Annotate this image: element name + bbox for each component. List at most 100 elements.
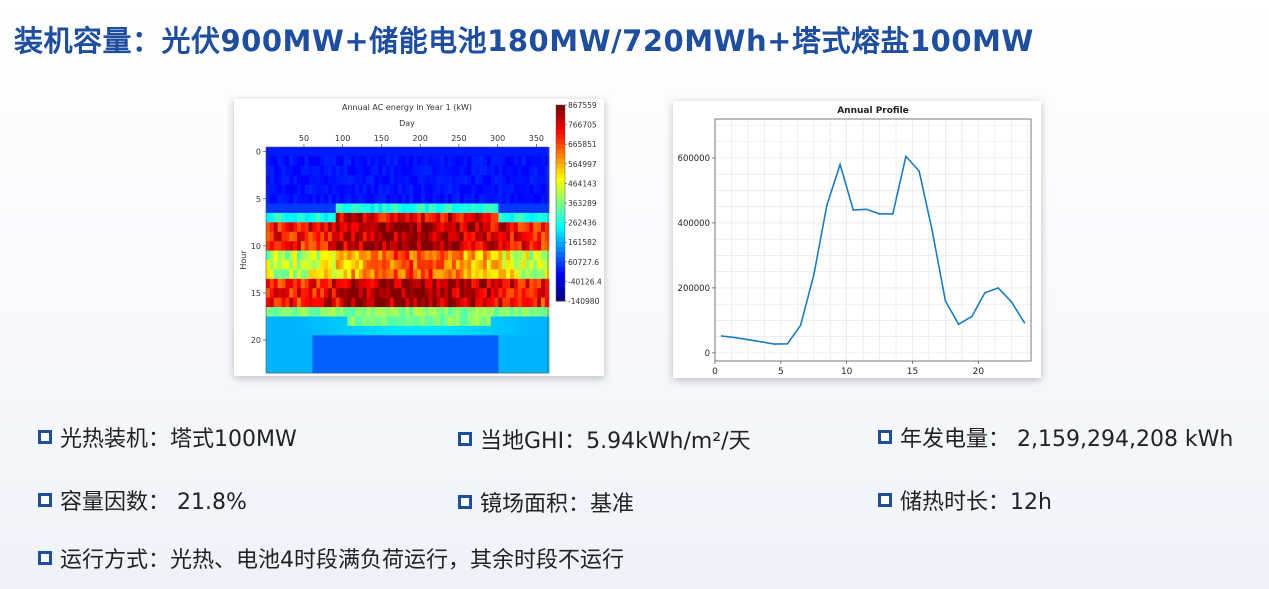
heatmap-cell bbox=[316, 260, 321, 270]
heatmap-cell bbox=[335, 335, 341, 346]
heatmap-cell bbox=[510, 194, 515, 204]
heatmap-cell bbox=[533, 212, 538, 223]
heatmap-cell bbox=[428, 354, 434, 364]
heatmap-cell bbox=[382, 316, 387, 327]
heatmap-cell bbox=[490, 325, 496, 336]
heatmap-cell bbox=[428, 325, 434, 336]
info-csp: 光热装机：塔式100MW bbox=[38, 421, 297, 453]
heatmap-cell bbox=[544, 344, 550, 355]
heatmap-colorbar-band bbox=[556, 129, 565, 135]
heatmap-cell bbox=[324, 316, 329, 327]
heatmap-cell bbox=[544, 278, 550, 289]
heatmap-cell bbox=[351, 316, 356, 327]
heatmap-cell bbox=[451, 316, 457, 327]
heatmap-cell bbox=[475, 203, 480, 214]
heatmap-cell bbox=[436, 278, 441, 289]
heatmap-cell bbox=[494, 344, 499, 355]
heatmap-cell bbox=[451, 354, 457, 364]
heatmap-cell bbox=[277, 250, 283, 261]
annual-profile-point bbox=[905, 155, 907, 158]
heatmap-cell bbox=[424, 241, 430, 251]
heatmap-cell bbox=[393, 222, 399, 233]
heatmap-cell bbox=[355, 175, 360, 186]
heatmap-cell bbox=[417, 231, 422, 242]
heatmap-cell bbox=[378, 231, 383, 242]
heatmap-cell bbox=[424, 363, 430, 374]
heatmap-cell bbox=[335, 344, 341, 355]
heatmap-cell bbox=[281, 194, 286, 204]
heatmap-cell bbox=[281, 231, 286, 242]
heatmap-cell bbox=[386, 307, 391, 317]
heatmap-cell bbox=[541, 363, 546, 374]
heatmap-colorbar-label: -40126.4 bbox=[568, 277, 602, 286]
heatmap-cell bbox=[494, 203, 499, 214]
heatmap-cell bbox=[479, 194, 484, 204]
heatmap-cell bbox=[343, 147, 348, 157]
heatmap-cell bbox=[432, 212, 438, 223]
heatmap-cell bbox=[335, 156, 341, 167]
info-capacity-factor-text: 容量因数： 21.8% bbox=[60, 490, 247, 515]
heatmap-cell bbox=[358, 278, 364, 289]
heatmap-cell bbox=[506, 297, 511, 308]
heatmap-cell bbox=[529, 165, 534, 176]
heatmap-cell bbox=[486, 354, 492, 364]
heatmap-cell bbox=[374, 269, 379, 280]
heatmap-cell bbox=[463, 278, 469, 289]
heatmap-cell bbox=[420, 297, 426, 308]
heatmap-cell bbox=[273, 260, 279, 270]
heatmap-cell bbox=[510, 184, 515, 195]
heatmap-cell bbox=[486, 278, 492, 289]
heatmap-cell bbox=[308, 194, 314, 204]
heatmap-cell bbox=[335, 316, 341, 327]
heatmap-cell bbox=[413, 325, 418, 336]
heatmap-cell bbox=[544, 222, 550, 233]
heatmap-cell bbox=[417, 147, 422, 157]
heatmap-cell bbox=[370, 147, 376, 157]
heatmap-cell bbox=[475, 250, 480, 261]
heatmap-cell bbox=[343, 175, 348, 186]
heatmap-cell bbox=[304, 325, 310, 336]
heatmap-cell bbox=[459, 354, 465, 364]
heatmap-cell bbox=[366, 212, 372, 223]
heatmap-cell bbox=[370, 344, 376, 355]
heatmap-cell bbox=[467, 194, 472, 204]
annual-profile-point bbox=[1010, 300, 1013, 303]
heatmap-cell bbox=[296, 147, 302, 157]
heatmap-cell bbox=[324, 260, 329, 270]
heatmap-cell bbox=[386, 288, 391, 299]
heatmap-cell bbox=[490, 363, 496, 374]
heatmap-cell bbox=[331, 250, 337, 261]
heatmap-cell bbox=[494, 288, 499, 299]
heatmap-cell bbox=[463, 288, 469, 299]
heatmap-cell bbox=[463, 344, 469, 355]
heatmap-cell bbox=[362, 222, 368, 233]
heatmap-cell bbox=[498, 231, 503, 242]
heatmap-cell bbox=[269, 307, 275, 317]
heatmap-cell bbox=[432, 156, 438, 167]
heatmap-cell bbox=[475, 231, 480, 242]
heatmap-cell bbox=[285, 212, 290, 223]
heatmap-cell bbox=[490, 184, 496, 195]
heatmap-frame bbox=[265, 146, 549, 374]
heatmap-cell bbox=[320, 297, 325, 308]
heatmap-cell bbox=[521, 212, 527, 223]
heatmap-cell bbox=[525, 212, 530, 223]
annual-profile-point bbox=[970, 315, 973, 318]
heatmap-cell bbox=[351, 175, 356, 186]
heatmap-cell bbox=[440, 269, 445, 280]
heatmap-cell bbox=[289, 165, 294, 176]
heatmap-cell bbox=[281, 297, 286, 308]
heatmap-chart: Annual AC energy in Year 1 (kW)DayHour50… bbox=[239, 101, 602, 374]
heatmap-cell bbox=[293, 316, 298, 327]
heatmap-cell bbox=[366, 184, 372, 195]
heatmap-cell bbox=[374, 335, 379, 346]
heatmap-cell bbox=[409, 307, 414, 317]
heatmap-cell bbox=[409, 354, 414, 364]
heatmap-cell bbox=[382, 147, 387, 157]
heatmap-cell bbox=[285, 260, 290, 270]
heatmap-cell bbox=[273, 165, 279, 176]
heatmap-cell bbox=[459, 156, 465, 167]
heatmap-cell bbox=[293, 231, 298, 242]
heatmap-cell bbox=[389, 316, 395, 327]
heatmap-cell bbox=[312, 250, 317, 261]
